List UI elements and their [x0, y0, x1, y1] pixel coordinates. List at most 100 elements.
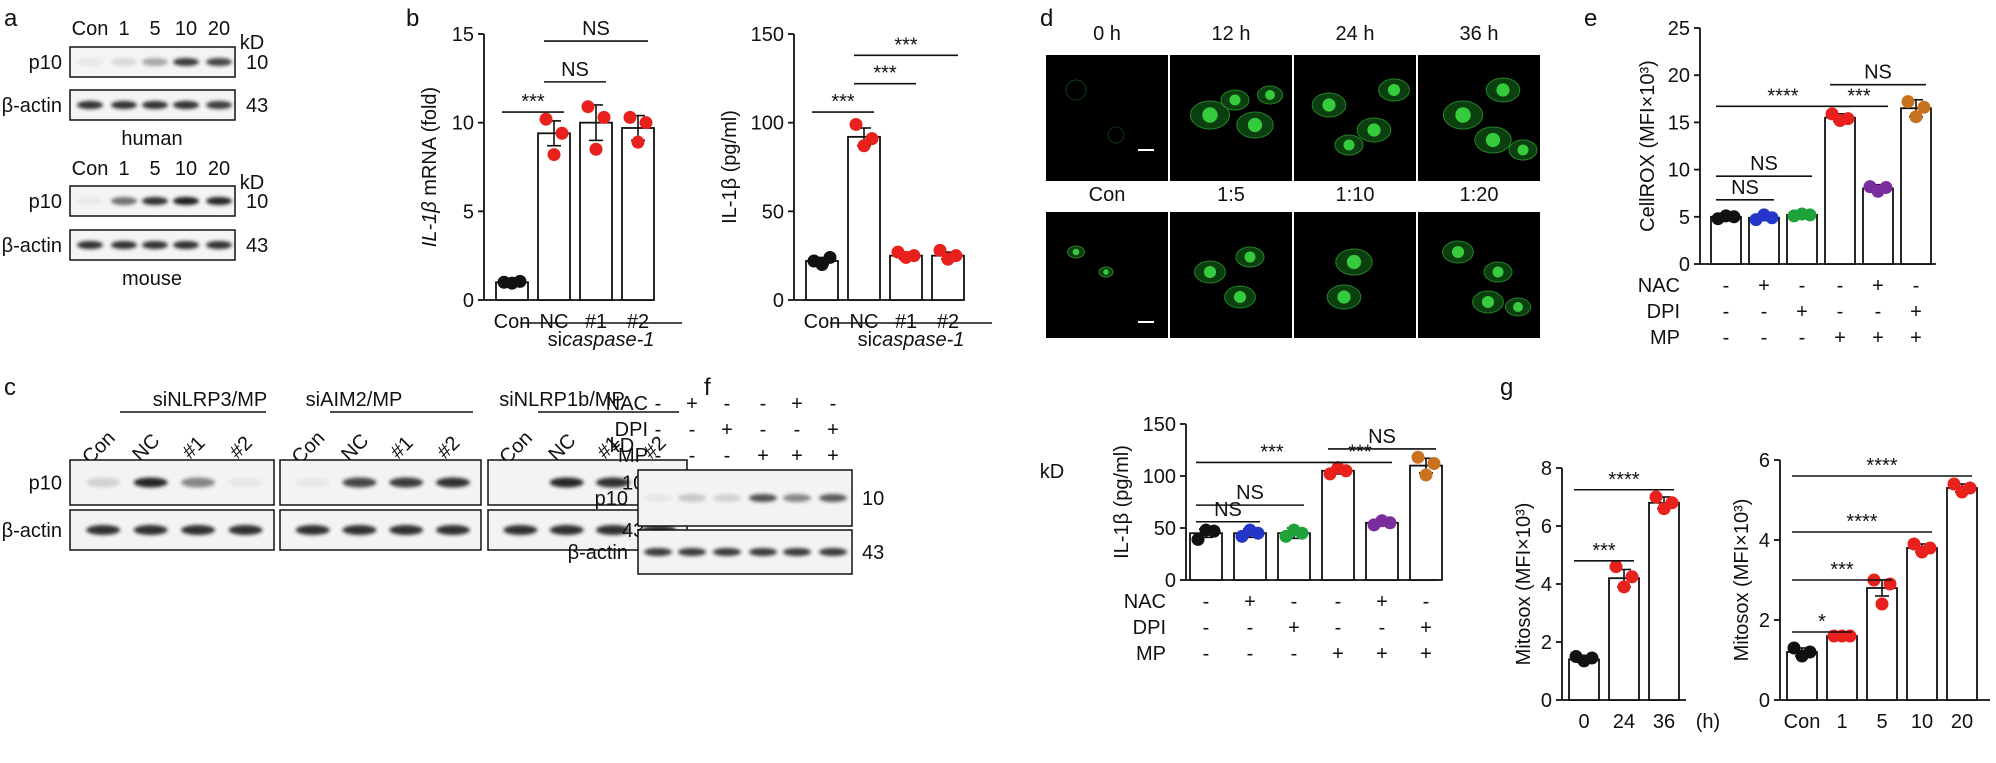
condition-mark: - [1203, 617, 1210, 639]
y-tick-label: 20 [1668, 65, 1690, 87]
sirna-prefix: si [548, 329, 562, 351]
blot-band [206, 101, 232, 109]
x-tick-label: 20 [1951, 711, 1973, 733]
condition-mark: - [1335, 617, 1342, 639]
y-axis-label: Mitosox (MFI×10³) [1513, 503, 1535, 666]
blot-band [713, 548, 741, 556]
lane-label: 20 [208, 158, 230, 180]
data-point [1803, 208, 1817, 222]
condition-mark: - [1837, 301, 1844, 323]
panel-label-b: b [406, 5, 419, 32]
significance-label: *** [521, 91, 545, 113]
sirna-gene: caspase-1 [562, 329, 654, 351]
lane-label: 5 [149, 158, 160, 180]
panel-b-caption-right: sicaspase-1 [830, 322, 992, 351]
condition-mark: - [1761, 301, 1768, 323]
data-point [865, 132, 879, 146]
blot-band [435, 477, 470, 488]
data-point [597, 110, 611, 124]
blot-band [503, 525, 538, 535]
data-point [1617, 580, 1631, 594]
blot-band [86, 477, 121, 488]
condition-mark: - [1837, 275, 1844, 297]
lane-label: #2 [226, 432, 257, 463]
significance-label: NS [561, 59, 589, 81]
data-point [1765, 211, 1779, 225]
micrograph-r1-c3 [1294, 55, 1416, 181]
condition-mark: + [791, 393, 803, 415]
data-point [1803, 645, 1817, 659]
y-tick-label: 0 [773, 290, 784, 312]
blot-row-label: p10 [29, 52, 62, 74]
blot-band [173, 101, 199, 109]
cell-nucleus [1343, 139, 1355, 151]
condition-mark: + [1872, 275, 1884, 297]
blot-band [142, 241, 168, 249]
micrograph-r2-c4 [1418, 212, 1540, 338]
data-point [539, 112, 553, 126]
condition-mark: - [1723, 275, 1730, 297]
data-point [1907, 537, 1921, 551]
blot-band [77, 241, 103, 249]
cell-nucleus [1481, 295, 1495, 309]
condition-mark: + [1758, 275, 1770, 297]
micrograph-r2-c3 [1294, 212, 1416, 338]
y-tick-label: 15 [452, 24, 474, 46]
condition-mark: - [830, 393, 837, 415]
blot-band [549, 477, 584, 488]
kd-unit-label: kD [610, 435, 634, 457]
blot-human: Con 1 5 10 20 kD p10 10 β-actin 43 human [2, 18, 269, 150]
blot-row-label: p10 [595, 488, 628, 510]
condition-mark: + [791, 445, 803, 467]
blot-band [678, 548, 706, 556]
blot-band [111, 58, 137, 66]
lane-label: 1 [118, 18, 129, 40]
lane-label: 20 [208, 18, 230, 40]
sirna-prefix: si [858, 329, 872, 351]
condition-mark: - [1913, 275, 1920, 297]
y-tick-label: 6 [1541, 516, 1552, 538]
lane-label: 5 [149, 18, 160, 40]
blot-band [295, 477, 330, 488]
x-tick-label: NC [850, 311, 879, 333]
bar [1409, 464, 1443, 581]
data-point [1585, 651, 1599, 665]
cell-nucleus [1233, 290, 1247, 304]
blot-band [783, 548, 811, 556]
condition-mark: + [1910, 327, 1922, 349]
kd-value: 10 [246, 52, 268, 74]
x-tick-label: 24 [1613, 711, 1635, 733]
significance-label: *** [1348, 441, 1372, 463]
x-tick-label: Con [804, 311, 841, 333]
data-point [1411, 450, 1425, 464]
micrographs [1046, 55, 1540, 338]
x-tick-label: #2 [937, 311, 959, 333]
x-tick-label: #1 [585, 311, 607, 333]
condition-mark: + [1376, 643, 1388, 665]
blot-band [77, 197, 103, 205]
blot-row-label: β-actin [2, 520, 62, 542]
lane-label: 1 [118, 158, 129, 180]
condition-mark: - [1335, 591, 1342, 613]
condition-label: NAC [1638, 275, 1680, 297]
blot-row-label: β-actin [568, 542, 628, 564]
y-tick-label: 6 [1759, 450, 1770, 472]
significance-label: NS [1864, 62, 1892, 84]
blot-band [181, 525, 216, 535]
micrograph-frame [1170, 212, 1292, 338]
condition-mark: + [686, 393, 698, 415]
blot-band [295, 525, 330, 535]
data-point [1917, 100, 1931, 114]
blot-group-label: siAIM2/MP [306, 389, 403, 411]
condition-mark: + [721, 419, 733, 441]
condition-mark: - [760, 419, 767, 441]
condition-label: MP [1136, 643, 1166, 665]
condition-mark: - [760, 393, 767, 415]
blot-band [783, 494, 811, 502]
condition-mark: + [827, 419, 839, 441]
cell-nucleus [1229, 94, 1241, 106]
data-point [1875, 597, 1889, 611]
blot-band [549, 525, 584, 535]
